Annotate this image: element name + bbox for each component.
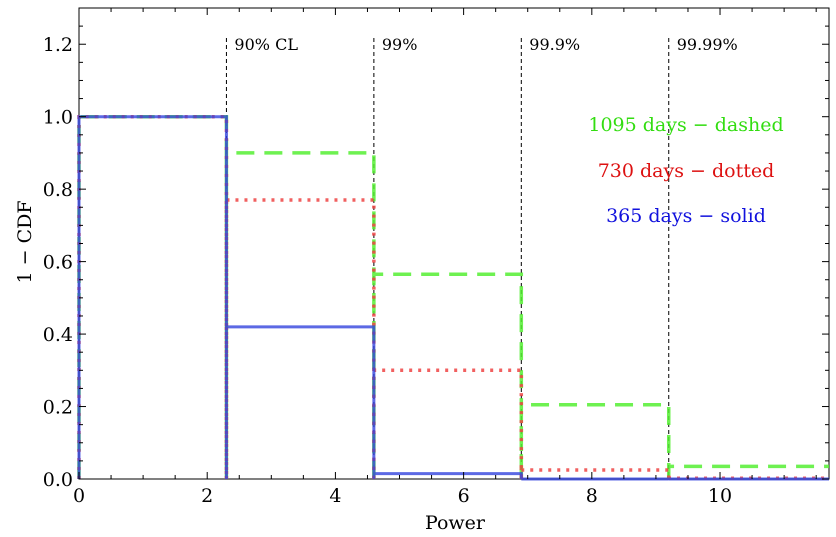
- tick-labels: 0 2 4 6 8 10 0.0 0.2 0.4 0.6 0.8 1.0 1.2: [43, 34, 732, 507]
- x-tick-label: 0: [73, 485, 85, 507]
- confidence-level-label: 99.9%: [529, 35, 580, 54]
- y-tick-label: 1.0: [43, 107, 73, 129]
- x-tick-label: 2: [201, 485, 213, 507]
- legend-entry: 1095 days − dashed: [588, 114, 783, 136]
- series-dotted-line: [77, 114, 829, 481]
- series-solid-line: [77, 115, 829, 481]
- y-axis-title: 1 − CDF: [14, 200, 36, 283]
- legend-entry: 365 days − solid: [606, 205, 766, 227]
- y-tick-label: 0.4: [43, 324, 73, 346]
- y-tick-label: 0.0: [43, 469, 73, 491]
- confidence-level-label: 90% CL: [234, 35, 298, 54]
- confidence-level-label: 99.99%: [677, 35, 738, 54]
- y-tick-label: 0.2: [43, 397, 73, 419]
- x-axis-title: Power: [425, 512, 486, 534]
- y-tick-label: 0.8: [43, 179, 73, 201]
- x-tick-label: 4: [329, 485, 341, 507]
- confidence-level-label: 99%: [382, 35, 418, 54]
- legend-entry: 730 days − dotted: [598, 160, 775, 182]
- axis-ticks: [78, 8, 829, 480]
- series-group: [77, 114, 829, 481]
- legend: 1095 days − dashed 730 days − dotted 365 d…: [588, 114, 783, 227]
- y-tick-label: 1.2: [43, 34, 73, 56]
- x-tick-label: 10: [708, 485, 732, 507]
- confidence-level-lines: 90% CL 99% 99.9% 99.99%: [225, 35, 738, 479]
- x-tick-label: 8: [586, 485, 598, 507]
- plot-frame: [78, 7, 830, 480]
- y-tick-label: 0.6: [43, 252, 73, 274]
- x-tick-label: 6: [458, 485, 470, 507]
